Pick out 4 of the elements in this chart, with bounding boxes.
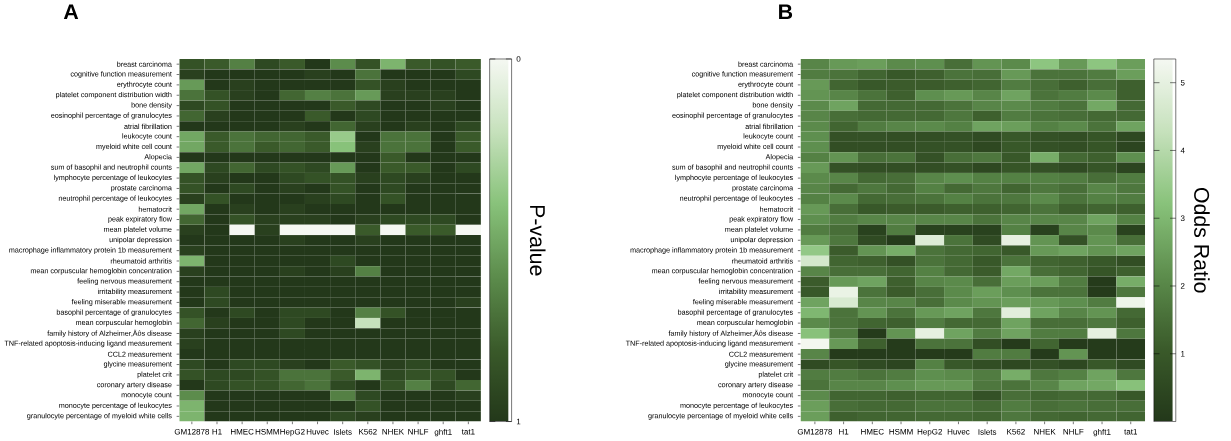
chart-title: A	[63, 4, 79, 20]
color-bar-title: Odds Ratio	[1194, 188, 1210, 293]
color-bar-title: P-value	[529, 206, 546, 276]
chart-title: B	[779, 4, 793, 20]
